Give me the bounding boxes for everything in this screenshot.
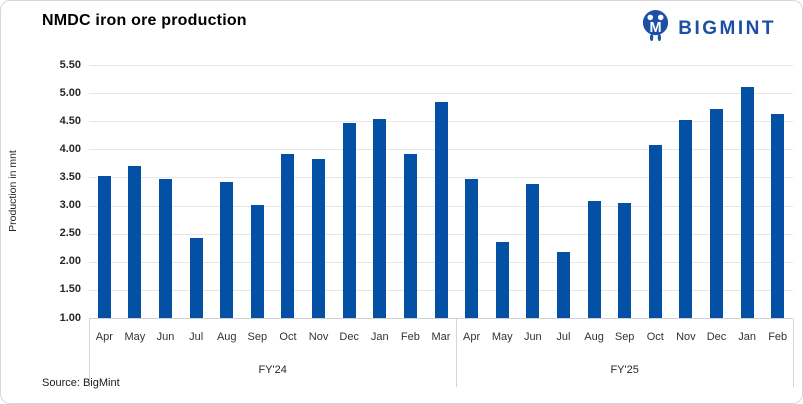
bar-FY24-May: [128, 165, 142, 318]
x-tick-label: May: [124, 331, 146, 343]
bar-FY25-Dec: [709, 109, 723, 318]
bar-FY24-Sep: [250, 204, 264, 318]
x-tick-label: Dec: [706, 331, 727, 343]
bar-FY25-Oct: [648, 145, 662, 318]
y-tick-label: 3.00: [59, 199, 81, 212]
x-tick-label: Jan: [370, 331, 389, 343]
x-tick-label: Jul: [556, 331, 571, 343]
y-tick-label: 1.50: [59, 283, 81, 296]
bar-FY24-Mar: [434, 101, 448, 318]
bar-FY25-Nov: [679, 120, 693, 318]
x-tick-label: Jul: [189, 331, 204, 343]
x-tick-label: Oct: [279, 331, 297, 343]
brand-name: BIGMINT: [678, 18, 776, 39]
x-tick-label: Jan: [738, 331, 756, 343]
bar-FY24-Jan: [373, 118, 387, 318]
bar-FY25-Jun: [526, 184, 540, 318]
x-tick-label: Jun: [523, 331, 542, 343]
source-note: Source: BigMint: [42, 377, 120, 389]
bar-FY24-Oct: [281, 153, 295, 318]
x-tick-label: Sep: [614, 331, 635, 343]
bar-FY25-Feb: [771, 113, 785, 318]
x-tick-label: Dec: [339, 331, 359, 343]
chart-title: NMDC iron ore production: [42, 12, 247, 29]
x-tick-label: Aug: [216, 331, 237, 343]
x-tick-label: Sep: [247, 331, 268, 343]
x-tick-label: Feb: [768, 331, 788, 343]
x-axis-line: [89, 318, 793, 319]
bar-FY24-Dec: [342, 122, 356, 318]
bigmint-droplet-m-icon: M: [640, 9, 671, 49]
y-tick-label: 2.00: [59, 255, 81, 268]
x-tick-label: Nov: [308, 331, 329, 343]
y-gridline: [89, 93, 793, 95]
axis-group-label: FY'25: [610, 364, 639, 376]
bar-FY24-Jul: [189, 237, 203, 318]
axis-group-label: FY'24: [258, 364, 287, 376]
svg-text:M: M: [650, 20, 662, 36]
x-tick-label: Feb: [400, 331, 420, 343]
x-tick-label: Aug: [584, 331, 604, 343]
x-tick-label: Oct: [646, 331, 664, 343]
x-tick-label: Nov: [676, 331, 696, 343]
brand-logo: M BIGMINT: [640, 9, 776, 49]
bar-FY25-Aug: [587, 201, 601, 318]
bar-FY25-Jul: [556, 252, 570, 318]
x-tick-label: Jun: [156, 331, 175, 343]
bar-FY24-Feb: [403, 154, 417, 318]
bar-FY25-Apr: [465, 178, 479, 318]
y-tick-label: 1.00: [59, 311, 81, 324]
y-tick-label: 3.50: [59, 170, 81, 183]
axis-group-divider: [89, 319, 90, 387]
y-tick-label: 2.50: [59, 227, 81, 240]
axis-group-divider: [456, 319, 458, 387]
bar-FY24-Jun: [159, 179, 173, 318]
x-tick-label: Apr: [463, 331, 481, 343]
x-tick-label: Apr: [95, 331, 113, 343]
axis-group-divider: [793, 319, 794, 387]
bar-FY24-Apr: [97, 176, 111, 318]
y-gridline: [89, 65, 793, 66]
y-tick-label: 5.00: [59, 86, 81, 99]
bar-FY24-Aug: [220, 181, 234, 318]
y-tick-label: 4.50: [59, 114, 81, 127]
y-tick-label: 5.50: [59, 58, 81, 71]
bar-FY25-Jan: [740, 87, 754, 318]
bar-FY25-May: [495, 241, 509, 318]
bar-FY25-Sep: [618, 203, 632, 318]
y-tick-label: 4.00: [59, 142, 81, 155]
bar-FY24-Nov: [312, 158, 326, 318]
x-tick-label: May: [491, 331, 513, 343]
x-tick-label: Mar: [431, 331, 451, 343]
